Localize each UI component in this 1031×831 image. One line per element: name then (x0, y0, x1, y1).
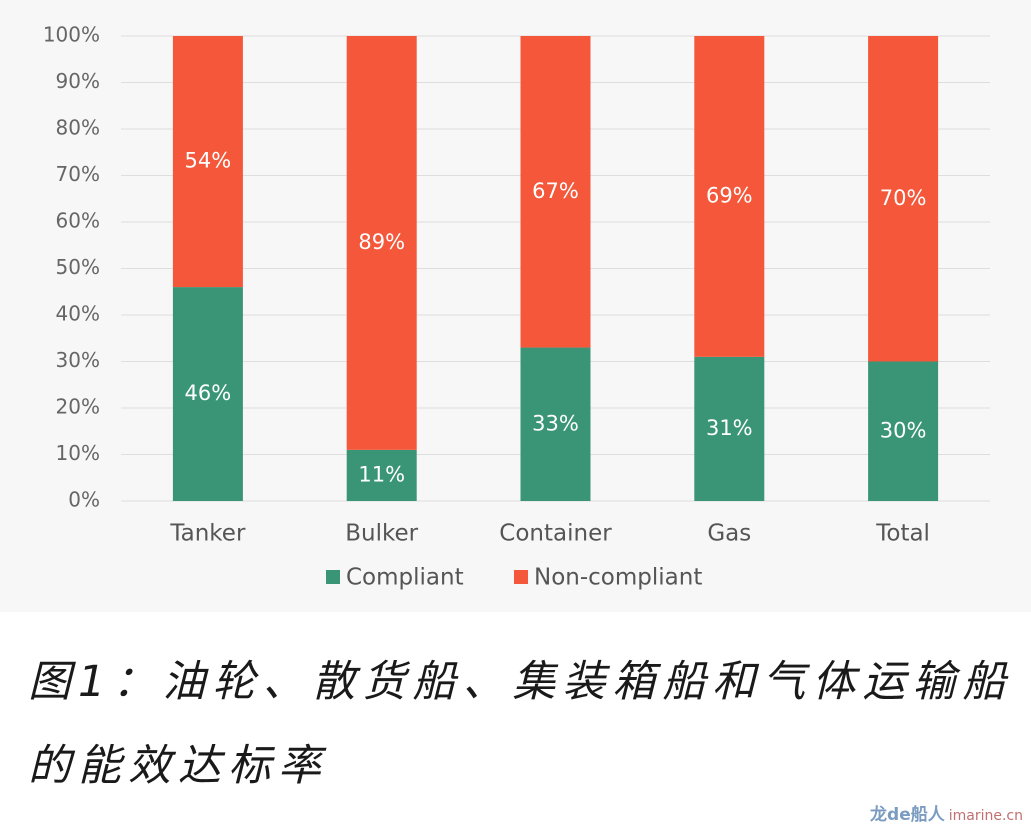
x-tick-label: Container (499, 521, 612, 547)
value-label: 30% (880, 418, 927, 442)
bar-segment (694, 356, 765, 501)
watermark: 龙de船人 imarine.cn (870, 800, 1023, 825)
value-label: 31% (706, 416, 753, 440)
y-tick-label: 0% (68, 488, 100, 512)
y-tick-label: 100% (43, 23, 100, 47)
y-tick-label: 60% (56, 209, 100, 233)
legend-swatch (326, 570, 340, 584)
value-label: 70% (880, 186, 927, 210)
x-tick-label: Tanker (169, 521, 246, 547)
y-tick-label: 80% (56, 116, 100, 140)
bar-segment (520, 347, 591, 501)
value-label: 67% (532, 179, 579, 203)
bar-segment (694, 36, 765, 357)
legend-label: Compliant (346, 565, 464, 591)
bar-segment (346, 36, 417, 450)
bar-segment (346, 449, 417, 501)
x-tick-label: Bulker (345, 521, 418, 547)
x-tick-label: Total (875, 521, 930, 547)
bar-segment (172, 36, 243, 288)
y-tick-label: 50% (56, 255, 100, 279)
bar-segment (868, 361, 939, 501)
bar-segment (172, 287, 243, 501)
y-tick-label: 70% (56, 162, 100, 186)
value-label: 46% (185, 381, 232, 405)
bar-segment (520, 36, 591, 348)
value-label: 89% (358, 230, 405, 254)
x-tick-label: Gas (707, 521, 751, 547)
y-tick-label: 20% (56, 395, 100, 419)
chart-background (0, 0, 1031, 612)
y-tick-label: 40% (56, 302, 100, 326)
bar-segment (868, 36, 939, 362)
legend-label: Non-compliant (534, 565, 702, 591)
value-label: 11% (358, 462, 405, 486)
y-tick-label: 10% (56, 441, 100, 465)
legend-swatch (514, 570, 528, 584)
value-label: 54% (185, 149, 232, 173)
y-tick-label: 30% (56, 348, 100, 372)
watermark-brand: 龙de船人 (870, 805, 945, 825)
chart: 0% 10% 20% 30% 40% 50% 60% 70% 80% 90% 100% Tanker 4… (0, 0, 1031, 612)
y-tick-label: 90% (56, 69, 100, 93)
caption: 图1：油轮、散货船、集装箱船和气体运输船的能效达标率 (28, 657, 1013, 791)
watermark-site: imarine.cn (948, 808, 1023, 824)
value-label: 69% (706, 183, 753, 207)
value-label: 33% (532, 411, 579, 435)
